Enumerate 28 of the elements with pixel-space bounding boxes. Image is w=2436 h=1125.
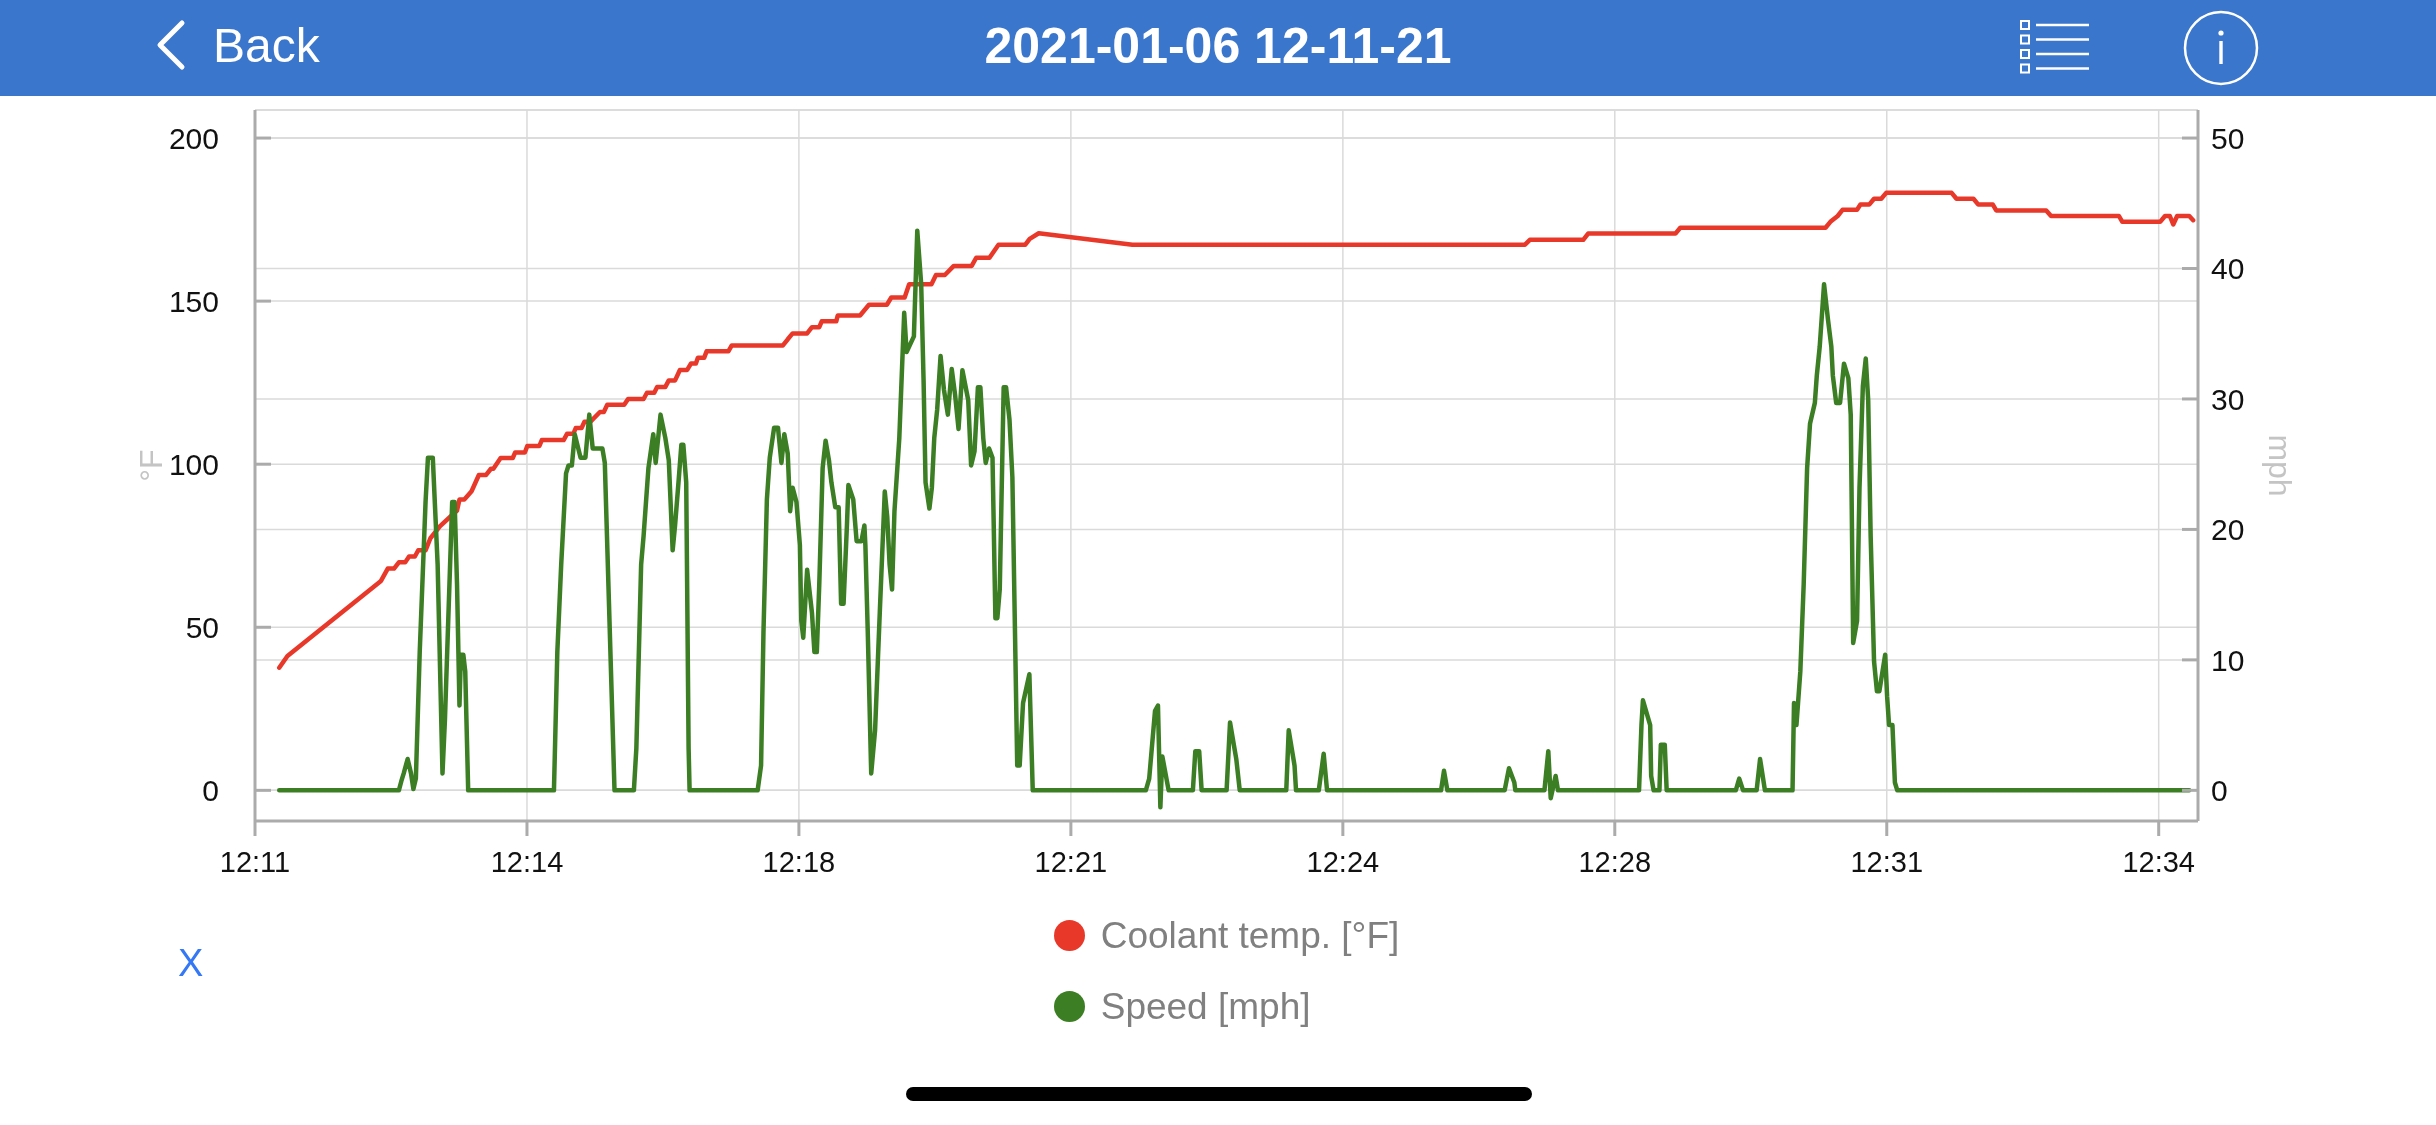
x-tick-label: 12:18 xyxy=(762,845,836,878)
y-tick-label: 200 xyxy=(168,121,219,155)
x-tick-label: 12:31 xyxy=(1850,845,1924,878)
x-tick-label: 12:21 xyxy=(1034,845,1108,878)
y2-tick-label: 40 xyxy=(2211,252,2245,286)
y2-tick-label: 50 xyxy=(2211,121,2245,155)
line-series xyxy=(276,190,2196,670)
y2-tick-label: 0 xyxy=(2211,773,2228,807)
y-axis-title: °F xyxy=(133,449,169,482)
y2-axis-title: mph xyxy=(2262,434,2298,497)
y-tick-label: 0 xyxy=(202,773,219,807)
y-tick-label: 100 xyxy=(168,447,219,481)
y2-tick-label: 30 xyxy=(2211,382,2245,416)
line-series xyxy=(276,228,2192,810)
legend-label: Speed [mph] xyxy=(1100,985,1311,1028)
x-tick-label: 12:24 xyxy=(1306,845,1380,878)
x-tick-label: 12:11 xyxy=(219,845,291,878)
x-tick-label: 12:34 xyxy=(2122,845,2195,878)
x-tick-label: 12:28 xyxy=(1578,845,1652,878)
x-tick-label: 12:14 xyxy=(490,845,564,878)
y2-tick-label: 20 xyxy=(2211,513,2245,547)
y-tick-label: 50 xyxy=(185,610,219,644)
text: Back xyxy=(213,19,320,72)
legend-label: Coolant temp. [°F] xyxy=(1100,914,1400,957)
y2-tick-label: 10 xyxy=(2211,643,2245,677)
y-tick-label: 150 xyxy=(168,284,219,318)
chart-title: 2021-01-06 12-11-21 xyxy=(984,18,1452,74)
text: X xyxy=(178,942,204,984)
